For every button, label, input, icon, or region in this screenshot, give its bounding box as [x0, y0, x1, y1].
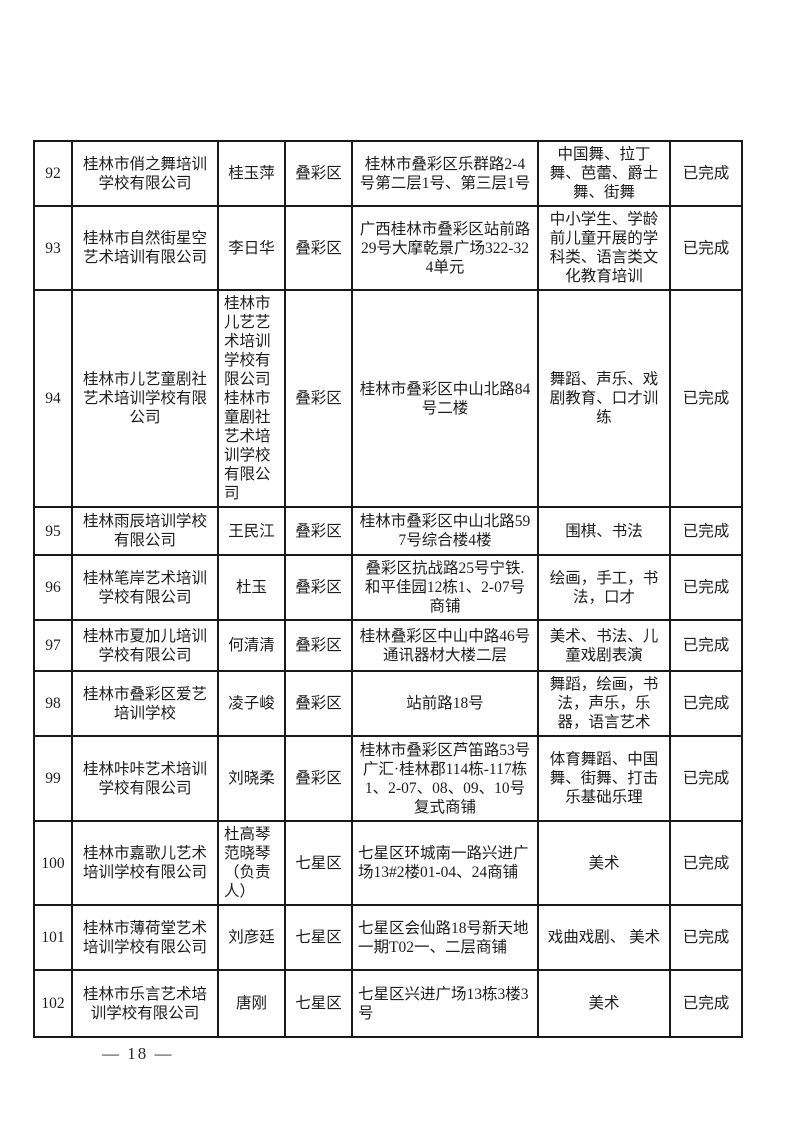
- cell-district: 叠彩区: [284, 735, 353, 822]
- cell-subjects: 中小学生、学龄前儿童开展的学科类、语言类文化教育培训: [537, 205, 671, 291]
- cell-school: 桂林市嘉歌儿艺术培训学校有限公司: [71, 820, 219, 906]
- cell-district: 叠彩区: [284, 506, 353, 556]
- cell-district: 七星区: [284, 820, 353, 906]
- cell-school: 桂林咔咔艺术培训学校有限公司: [71, 735, 219, 822]
- cell-district: 叠彩区: [284, 670, 353, 737]
- cell-no: 96: [33, 554, 73, 621]
- cell-address: 广西桂林市叠彩区站前路29号大摩乾景广场322-324单元: [351, 205, 539, 291]
- cell-address: 七星区环城南一路兴进广场13#2楼01-04、24商铺: [351, 820, 539, 906]
- cell-person: 何清清: [217, 619, 286, 672]
- cell-address: 叠彩区抗战路25号宁铁.和平佳园12栋1、2-07号商铺: [351, 554, 539, 621]
- cell-person: 凌子峻: [217, 670, 286, 737]
- table-row: 92 桂林市俏之舞培训学校有限公司 桂玉萍 叠彩区 桂林市叠彩区乐群路2-4号第二层1号…: [33, 140, 743, 207]
- cell-subjects: 戏曲戏剧、 美术: [537, 904, 671, 971]
- cell-status: 已完成: [669, 554, 743, 621]
- cell-subjects: 美术、书法、儿童戏剧表演: [537, 619, 671, 672]
- cell-status: 已完成: [669, 820, 743, 906]
- cell-person: 刘晓柔: [217, 735, 286, 822]
- cell-person: 桂林市儿艺艺术培训学校有限公司桂林市童剧社艺术培训学校有限公司: [217, 289, 286, 508]
- table-row: 94 桂林市儿艺童剧社艺术培训学校有限公司 桂林市儿艺艺术培训学校有限公司桂林市童剧…: [33, 289, 743, 508]
- cell-school: 桂林市俏之舞培训学校有限公司: [71, 140, 219, 207]
- cell-no: 101: [33, 904, 73, 971]
- table-body: 92 桂林市俏之舞培训学校有限公司 桂玉萍 叠彩区 桂林市叠彩区乐群路2-4号第二层1号…: [33, 140, 743, 1038]
- cell-address: 站前路18号: [351, 670, 539, 737]
- cell-no: 92: [33, 140, 73, 207]
- cell-no: 95: [33, 506, 73, 556]
- cell-no: 100: [33, 820, 73, 906]
- cell-person: 王民江: [217, 506, 286, 556]
- table-row: 93 桂林市自然街星空艺术培训有限公司 李日华 叠彩区 广西桂林市叠彩区站前路29号大摩…: [33, 205, 743, 291]
- table-row: 99 桂林咔咔艺术培训学校有限公司 刘晓柔 叠彩区 桂林市叠彩区芦笛路53号广汇·桂林郡…: [33, 735, 743, 822]
- cell-subjects: 舞蹈、声乐、戏剧教育、口才训练: [537, 289, 671, 508]
- cell-person: 李日华: [217, 205, 286, 291]
- training-schools-table: 92 桂林市俏之舞培训学校有限公司 桂玉萍 叠彩区 桂林市叠彩区乐群路2-4号第二层1号…: [33, 140, 743, 1038]
- cell-status: 已完成: [669, 735, 743, 822]
- cell-district: 叠彩区: [284, 289, 353, 508]
- cell-status: 已完成: [669, 506, 743, 556]
- cell-no: 102: [33, 969, 73, 1038]
- cell-no: 97: [33, 619, 73, 672]
- cell-person: 杜玉: [217, 554, 286, 621]
- cell-subjects: 美术: [537, 969, 671, 1038]
- cell-subjects: 体育舞蹈、中国舞、街舞、打击乐基础乐理: [537, 735, 671, 822]
- cell-subjects: 舞蹈，绘画，书法，声乐，乐器，语言艺术: [537, 670, 671, 737]
- cell-address: 七星区会仙路18号新天地一期T02一、二层商铺: [351, 904, 539, 971]
- cell-address: 桂林市叠彩区中山北路84号二楼: [351, 289, 539, 508]
- table-row: 101 桂林市薄荷堂艺术培训学校有限公司 刘彦廷 七星区 七星区会仙路18号新天地一期T…: [33, 904, 743, 971]
- training-schools-table-wrap: 92 桂林市俏之舞培训学校有限公司 桂玉萍 叠彩区 桂林市叠彩区乐群路2-4号第二层1号…: [33, 140, 743, 1038]
- cell-subjects: 围棋、书法: [537, 506, 671, 556]
- cell-school: 桂林市薄荷堂艺术培训学校有限公司: [71, 904, 219, 971]
- cell-no: 98: [33, 670, 73, 737]
- cell-school: 桂林笔岸艺术培训学校有限公司: [71, 554, 219, 621]
- cell-district: 七星区: [284, 904, 353, 971]
- cell-no: 99: [33, 735, 73, 822]
- table-row: 97 桂林市夏加儿培训学校有限公司 何清清 叠彩区 桂林叠彩区中山中路46号通讯器材大楼…: [33, 619, 743, 672]
- cell-school: 桂林雨辰培训学校有限公司: [71, 506, 219, 556]
- cell-address: 桂林市叠彩区乐群路2-4号第二层1号、第三层1号: [351, 140, 539, 207]
- cell-subjects: 美术: [537, 820, 671, 906]
- table-row: 102 桂林市乐言艺术培训学校有限公司 唐刚 七星区 七星区兴进广场13栋3楼3号 美术已…: [33, 969, 743, 1038]
- cell-district: 叠彩区: [284, 205, 353, 291]
- cell-person: 杜高琴范晓琴（负责人）: [217, 820, 286, 906]
- cell-district: 叠彩区: [284, 619, 353, 672]
- cell-school: 桂林市自然街星空艺术培训有限公司: [71, 205, 219, 291]
- page-number: — 18 —: [102, 1044, 174, 1063]
- cell-status: 已完成: [669, 904, 743, 971]
- cell-no: 94: [33, 289, 73, 508]
- cell-no: 93: [33, 205, 73, 291]
- cell-subjects: 中国舞、拉丁舞、芭蕾、爵士舞、街舞: [537, 140, 671, 207]
- cell-subjects: 绘画，手工，书法，口才: [537, 554, 671, 621]
- cell-school: 桂林市叠彩区爱艺培训学校: [71, 670, 219, 737]
- table-row: 96 桂林笔岸艺术培训学校有限公司 杜玉 叠彩区 叠彩区抗战路25号宁铁.和平佳园12栋…: [33, 554, 743, 621]
- cell-district: 叠彩区: [284, 554, 353, 621]
- cell-district: 七星区: [284, 969, 353, 1038]
- cell-address: 七星区兴进广场13栋3楼3号: [351, 969, 539, 1038]
- cell-person: 唐刚: [217, 969, 286, 1038]
- cell-status: 已完成: [669, 289, 743, 508]
- table-row: 95 桂林雨辰培训学校有限公司 王民江 叠彩区 桂林市叠彩区中山北路597号综合楼4楼围…: [33, 506, 743, 556]
- cell-address: 桂林市叠彩区中山北路597号综合楼4楼: [351, 506, 539, 556]
- cell-person: 刘彦廷: [217, 904, 286, 971]
- cell-person: 桂玉萍: [217, 140, 286, 207]
- table-row: 98 桂林市叠彩区爱艺培训学校 凌子峻 叠彩区 站前路18号 舞蹈，绘画，书法，声乐，乐器…: [33, 670, 743, 737]
- cell-status: 已完成: [669, 619, 743, 672]
- cell-school: 桂林市乐言艺术培训学校有限公司: [71, 969, 219, 1038]
- cell-status: 已完成: [669, 205, 743, 291]
- cell-district: 叠彩区: [284, 140, 353, 207]
- cell-status: 已完成: [669, 969, 743, 1038]
- cell-status: 已完成: [669, 140, 743, 207]
- cell-status: 已完成: [669, 670, 743, 737]
- cell-school: 桂林市儿艺童剧社艺术培训学校有限公司: [71, 289, 219, 508]
- cell-address: 桂林叠彩区中山中路46号通讯器材大楼二层: [351, 619, 539, 672]
- cell-address: 桂林市叠彩区芦笛路53号广汇·桂林郡114栋-117栋1、2-07、08、09、…: [351, 735, 539, 822]
- table-row: 100 桂林市嘉歌儿艺术培训学校有限公司 杜高琴范晓琴（负责人） 七星区 七星区环城南一…: [33, 820, 743, 906]
- cell-school: 桂林市夏加儿培训学校有限公司: [71, 619, 219, 672]
